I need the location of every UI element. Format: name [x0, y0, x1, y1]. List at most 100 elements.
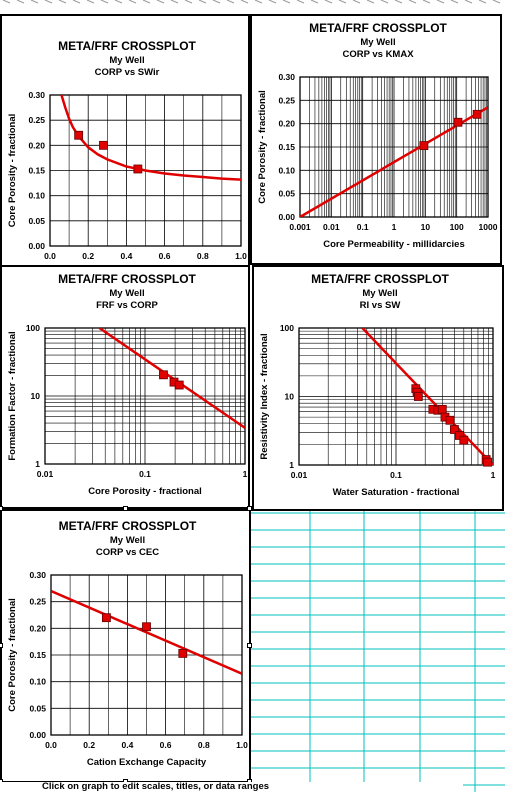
top-strip-mark	[450, 0, 459, 4]
chart-subtitle-well: My Well	[362, 288, 397, 299]
x-tick-label: 0.4	[120, 251, 132, 261]
regression-line	[361, 328, 493, 465]
top-strip-mark	[156, 0, 165, 4]
y-tick-label: 0.00	[29, 730, 46, 740]
top-strip-mark	[254, 0, 263, 4]
data-point	[419, 141, 429, 150]
y-tick-label: 100	[26, 323, 40, 333]
regression-line	[60, 95, 241, 181]
x-tick-label: 0.6	[160, 740, 172, 750]
data-point	[74, 130, 84, 140]
data-point	[413, 392, 423, 401]
x-tick-label: 1	[392, 222, 397, 232]
y-axis-label: Resistivity Index - fractional	[259, 333, 270, 459]
top-strip-mark	[198, 0, 207, 4]
top-strip-mark	[170, 0, 179, 4]
chart-corp-vs-swir[interactable]: META/FRF CROSSPLOT My Well CORP vs SWir 0.0…	[0, 14, 250, 269]
data-point	[454, 431, 464, 440]
x-tick-label: 100	[450, 222, 464, 232]
x-tick-label: 0.4	[121, 740, 133, 750]
x-axis-label: Water Saturation - fractional	[333, 487, 460, 498]
y-tick-label: 10	[285, 392, 295, 402]
data-point	[459, 435, 469, 445]
top-strip-mark	[296, 0, 305, 4]
top-strip-mark	[100, 0, 109, 4]
x-tick-label: 10	[421, 222, 431, 232]
y-tick-label: 0.10	[28, 191, 45, 201]
x-tick-label: 0.01	[291, 470, 308, 480]
x-axis-label: Core Porosity - fractional	[88, 486, 202, 497]
chart-subtitle-well: My Well	[109, 288, 144, 299]
data-point	[159, 370, 168, 380]
top-strip-mark	[226, 0, 235, 4]
y-tick-label: 0.20	[29, 623, 46, 633]
top-strip-mark	[86, 0, 95, 4]
data-point	[449, 425, 459, 434]
plot-frame	[49, 94, 242, 247]
data-point	[483, 457, 493, 467]
x-tick-label: 1000	[479, 222, 498, 232]
top-strip-mark	[184, 0, 193, 4]
top-strip-mark	[142, 0, 151, 4]
top-strip-mark	[240, 0, 249, 4]
top-strip-mark	[394, 0, 403, 4]
top-strip-mark	[268, 0, 277, 4]
top-strip-mark	[72, 0, 81, 4]
y-tick-label: 0.15	[278, 142, 295, 152]
x-axis-label: Core Permeability - millidarcies	[323, 239, 465, 250]
y-tick-label: 0.20	[278, 119, 295, 129]
chart-corp-vs-cec[interactable]: META/FRF CROSSPLOT My Well CORP vs CEC 0.0 0…	[0, 509, 251, 783]
top-strip-mark	[492, 0, 501, 4]
x-tick-label: 0.2	[83, 740, 95, 750]
selection-handle[interactable]	[247, 643, 252, 648]
chart-title: META/FRF CROSSPLOT	[309, 21, 447, 35]
selection-handle[interactable]	[0, 643, 3, 648]
x-tick-label: 0.1	[390, 470, 402, 480]
y-tick-label: 0.10	[278, 165, 295, 175]
chart-subtitle-well: My Well	[109, 55, 144, 66]
y-tick-label: 0.30	[278, 72, 295, 82]
data-point	[445, 415, 455, 425]
x-tick-label: 0.1	[139, 469, 151, 479]
x-tick-label: 1	[243, 469, 248, 479]
chart-subtitle-axes: CORP vs CEC	[96, 547, 159, 558]
y-axis-label: Core Porosity - fractional	[7, 598, 18, 712]
selection-handle[interactable]	[123, 506, 128, 511]
top-strip-mark	[338, 0, 347, 4]
footer-hint: Click on graph to edit scales, titles, o…	[0, 782, 463, 792]
top-strip-mark	[422, 0, 431, 4]
selection-handle[interactable]	[0, 506, 3, 511]
top-strip-mark	[212, 0, 221, 4]
y-tick-label: 0.25	[278, 95, 295, 105]
chart-frf-vs-corp[interactable]: META/FRF CROSSPLOT My Well FRF vs CORP 0.01…	[0, 265, 250, 509]
selection-handle[interactable]	[247, 506, 252, 511]
chart-subtitle-axes: FRF vs CORP	[96, 300, 158, 311]
x-tick-label: 0.01	[323, 222, 340, 232]
top-strip-mark	[324, 0, 333, 4]
regression-line	[51, 589, 242, 675]
chart-title: META/FRF CROSSPLOT	[59, 519, 197, 533]
top-strip-mark	[16, 0, 25, 4]
y-axis-label: Core Porosity - fractional	[257, 90, 268, 204]
chart-subtitle-well: My Well	[110, 535, 145, 546]
chart-subtitle-well: My Well	[360, 37, 395, 48]
chart-title: META/FRF CROSSPLOT	[311, 272, 449, 286]
y-tick-label: 0.05	[278, 189, 295, 199]
top-strip	[0, 0, 505, 14]
x-tick-label: 0.8	[197, 251, 209, 261]
top-strip-mark	[408, 0, 417, 4]
top-strip-mark	[436, 0, 445, 4]
top-strip-mark	[310, 0, 319, 4]
chart-ri-vs-sw[interactable]: META/FRF CROSSPLOT My Well RI vs SW 0.01 0.1…	[252, 265, 504, 511]
top-strip-mark	[380, 0, 389, 4]
data-point	[472, 109, 482, 119]
x-axis-label: Cation Exchange Capacity	[87, 757, 207, 768]
plot-frame	[299, 76, 489, 218]
plot-frame	[44, 327, 246, 465]
top-strip-mark	[282, 0, 291, 4]
x-tick-label: 0.2	[82, 251, 94, 261]
chart-corp-vs-kmax[interactable]: META/FRF CROSSPLOT My Well CORP vs KMAX 0.0…	[250, 14, 502, 265]
